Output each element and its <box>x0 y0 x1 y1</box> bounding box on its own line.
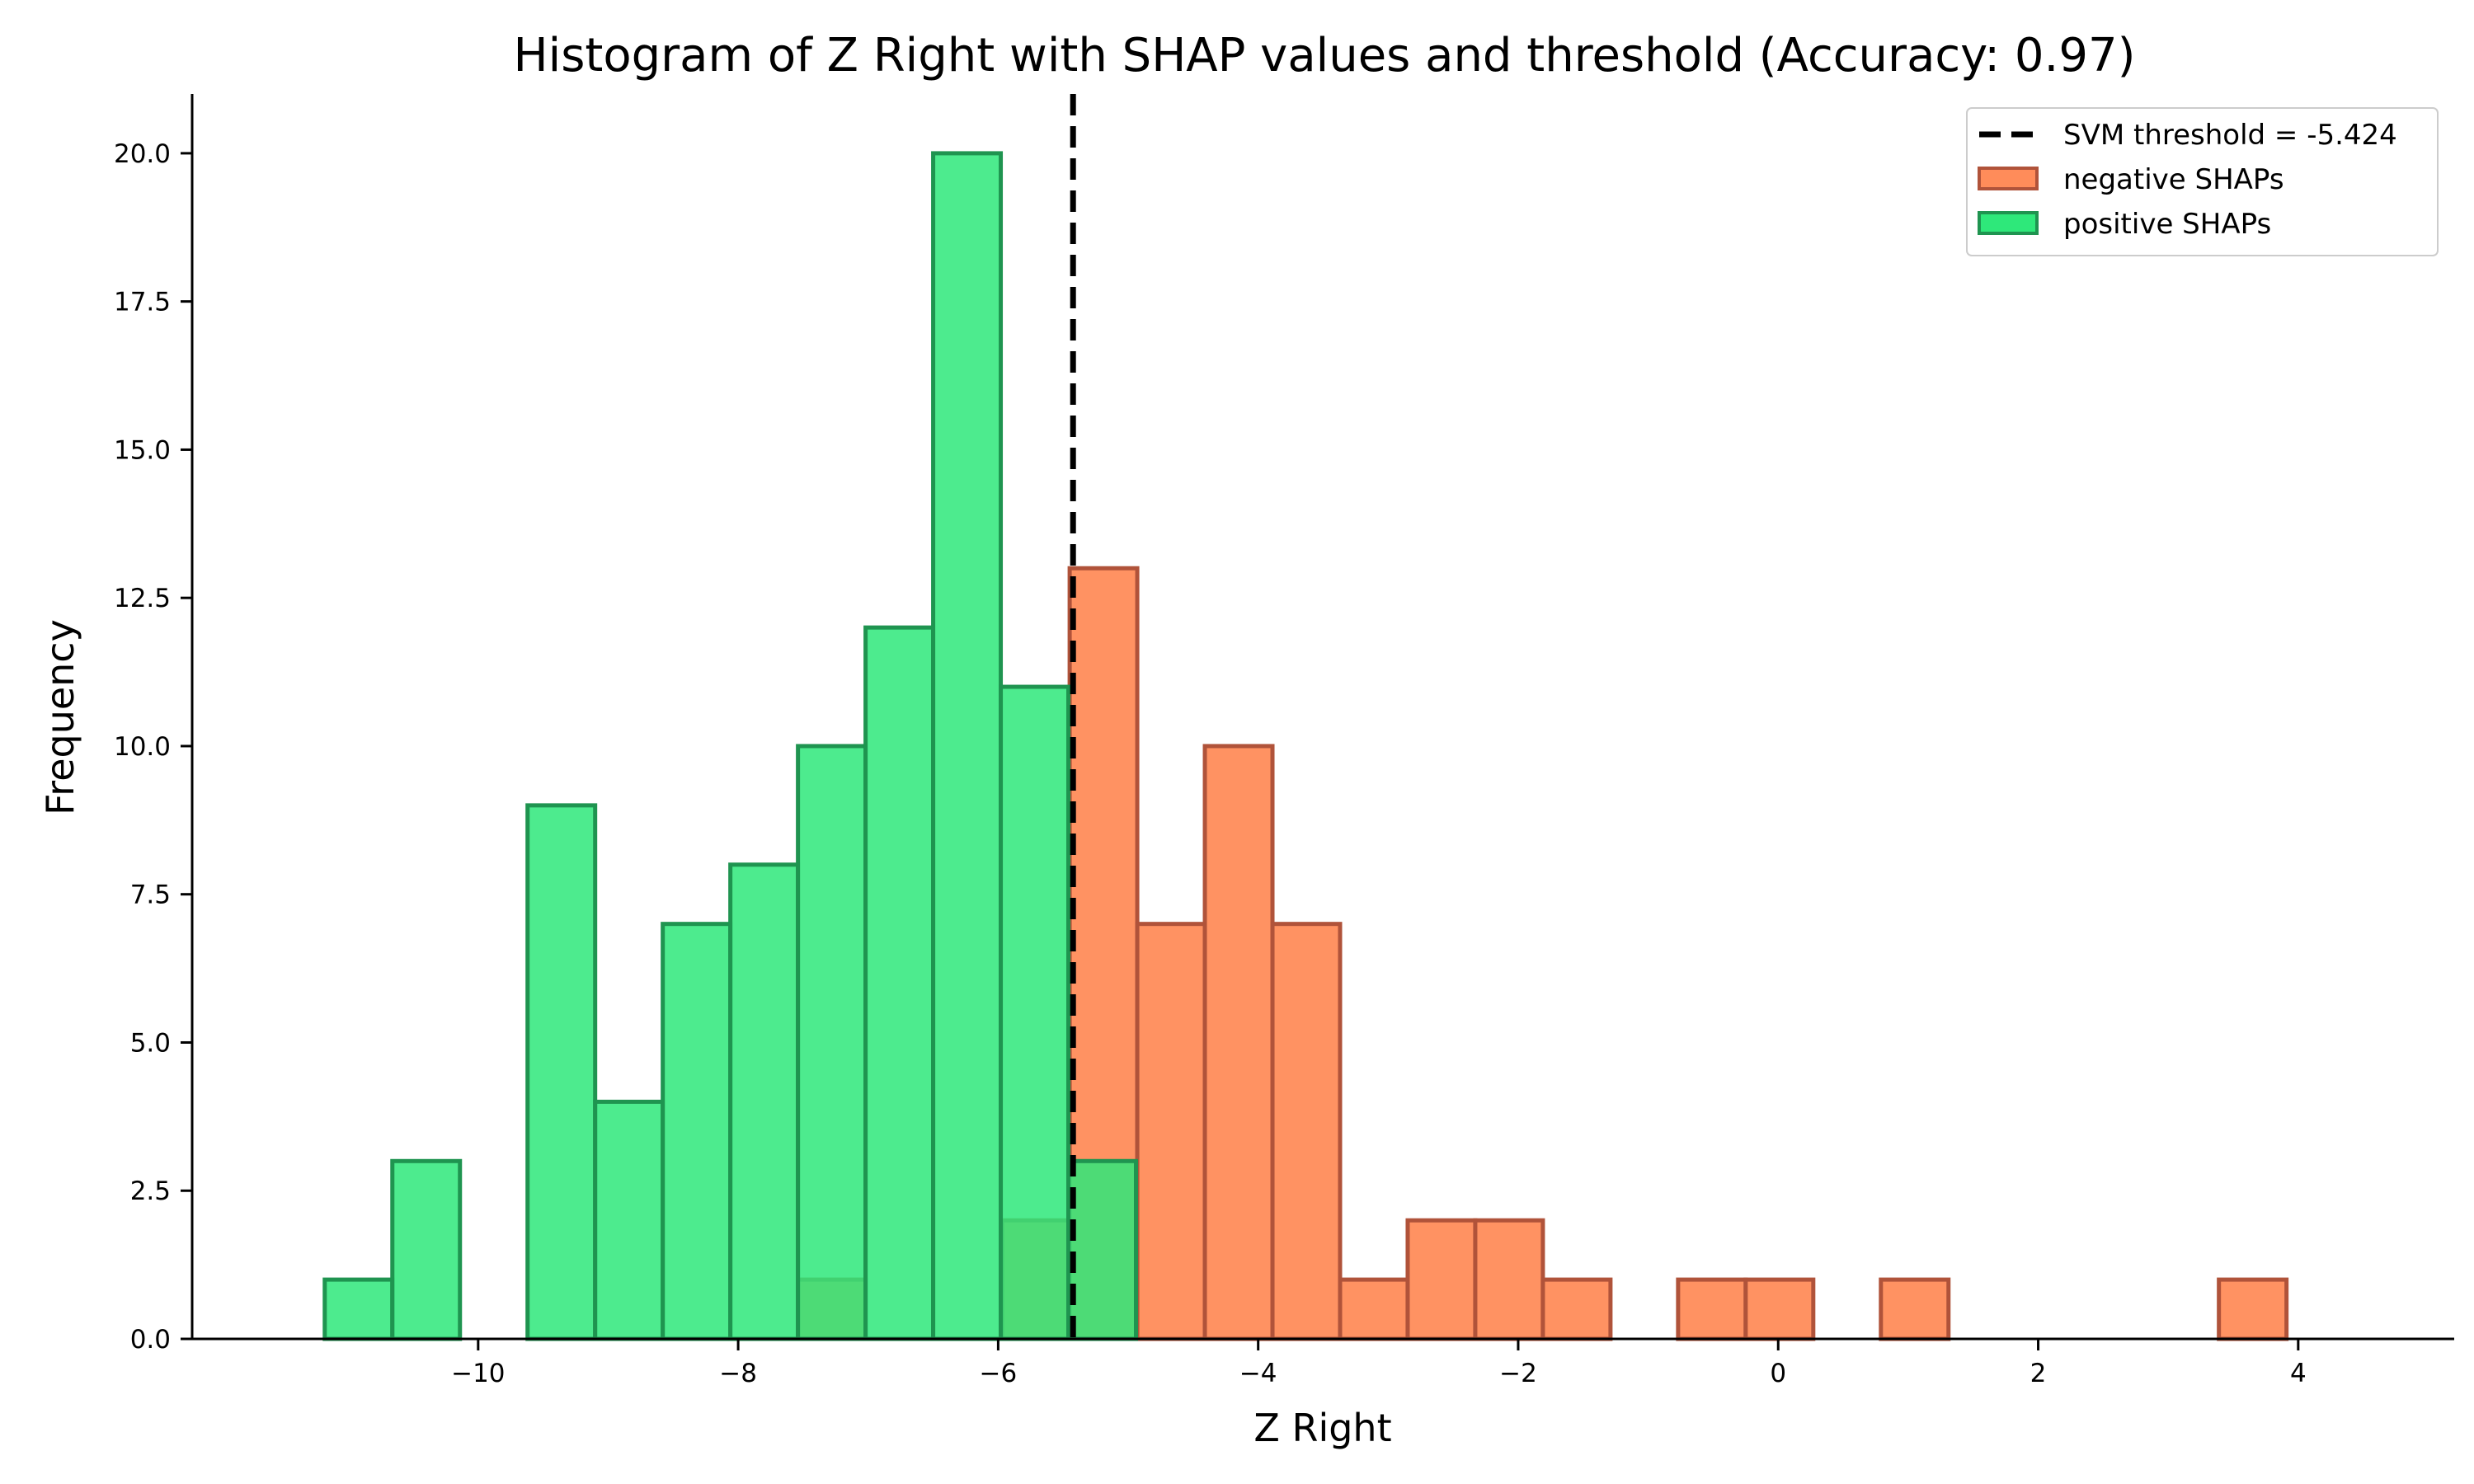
negative-shap-bar <box>1743 1277 1816 1341</box>
y-tick-label: 10.0 <box>114 732 171 762</box>
positive-shap-bar <box>863 625 936 1341</box>
x-tick-label: 0 <box>1770 1359 1786 1388</box>
x-tick-label: 4 <box>2290 1359 2307 1388</box>
y-axis-ticks: 0.0 2.5 5.0 7.5 10.0 12.5 15.0 17.5 20.0 <box>114 139 192 1355</box>
positive-shap-bar <box>322 1277 395 1341</box>
negative-shap-bar <box>1540 1277 1613 1341</box>
y-tick-label: 20.0 <box>114 139 171 169</box>
positive-shap-bars <box>322 151 1138 1341</box>
positive-shap-bar <box>728 862 801 1341</box>
chart-title: Histogram of Z Right with SHAP values an… <box>514 29 2136 82</box>
negative-shap-bar <box>1135 922 1207 1341</box>
positive-shap-bar <box>1066 1158 1138 1341</box>
legend-negative-swatch <box>1978 167 2039 190</box>
x-tick-label: −8 <box>719 1359 757 1388</box>
positive-shap-bar <box>796 744 868 1341</box>
x-tick-label: 2 <box>2030 1359 2047 1388</box>
positive-shap-bar <box>931 151 1004 1341</box>
legend-positive-label: positive SHAPs <box>2063 208 2271 241</box>
x-tick-label: −6 <box>980 1359 1018 1388</box>
x-tick-label: −4 <box>1239 1359 1277 1388</box>
x-tick-label: −10 <box>451 1359 505 1388</box>
negative-shap-bar <box>1202 744 1275 1341</box>
y-tick-label: 12.5 <box>114 584 171 613</box>
negative-shap-bar <box>1879 1277 1951 1341</box>
negative-shap-bar <box>1270 922 1343 1341</box>
y-tick-label: 15.0 <box>114 435 171 465</box>
negative-shap-bar <box>1405 1218 1478 1341</box>
positive-shap-bar <box>661 922 733 1341</box>
legend-frame <box>1966 107 2439 256</box>
positive-shap-bar <box>999 684 1071 1341</box>
legend-threshold-label: SVM threshold = -5.424 <box>2063 119 2397 152</box>
negative-shap-bar <box>1338 1277 1410 1341</box>
y-tick-label: 5.0 <box>130 1028 171 1058</box>
negative-shap-bar <box>2217 1277 2289 1341</box>
y-tick-label: 0.0 <box>130 1325 171 1355</box>
x-axis-label: Z Right <box>1253 1406 1391 1450</box>
legend-negative-label: negative SHAPs <box>2063 163 2284 196</box>
positive-shap-bar <box>390 1158 463 1341</box>
x-tick-label: −2 <box>1499 1359 1537 1388</box>
negative-shap-bar <box>1473 1218 1545 1341</box>
negative-shap-bar <box>1676 1277 1748 1341</box>
y-tick-label: 2.5 <box>130 1176 171 1206</box>
y-axis-label: Frequency <box>38 619 82 815</box>
legend-positive-swatch <box>1978 211 2039 235</box>
positive-shap-bar <box>525 803 598 1341</box>
y-tick-label: 7.5 <box>130 881 171 910</box>
y-tick-label: 17.5 <box>114 288 171 317</box>
positive-shap-bar <box>593 1099 666 1341</box>
x-axis-ticks: −10 −8 −6 −4 −2 0 2 4 <box>451 1339 2307 1388</box>
legend: SVM threshold = -5.424 negative SHAPs po… <box>1966 107 2439 256</box>
